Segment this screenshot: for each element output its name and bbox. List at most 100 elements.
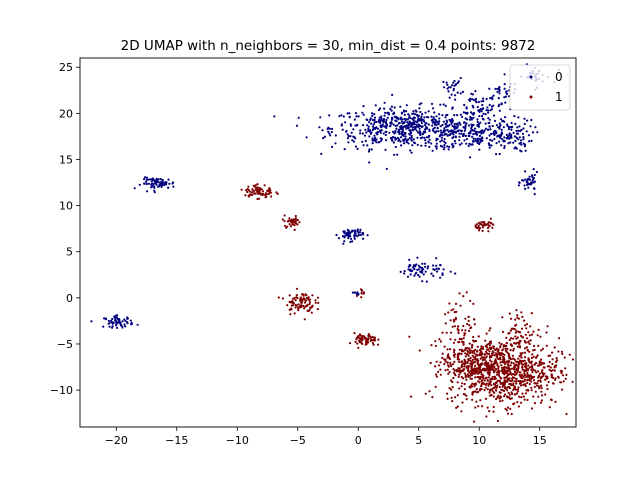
data-point xyxy=(432,116,435,119)
data-point xyxy=(145,176,148,179)
data-point xyxy=(153,189,156,192)
data-point xyxy=(460,375,463,379)
data-point xyxy=(477,405,480,408)
data-point xyxy=(473,323,476,326)
data-point xyxy=(523,184,526,187)
data-point xyxy=(523,379,526,383)
data-point xyxy=(491,139,494,142)
data-point xyxy=(456,327,459,331)
data-point xyxy=(475,223,478,226)
data-point xyxy=(275,191,278,194)
data-point xyxy=(430,272,433,275)
data-point xyxy=(437,267,440,270)
data-point xyxy=(478,131,482,134)
data-point xyxy=(328,132,331,135)
data-point xyxy=(436,120,439,123)
data-point xyxy=(454,338,457,341)
data-point xyxy=(250,191,254,194)
data-point xyxy=(484,122,487,125)
data-point xyxy=(371,335,374,338)
data-point xyxy=(497,87,500,90)
data-point xyxy=(357,115,360,118)
data-point xyxy=(329,134,332,137)
data-point xyxy=(150,180,153,183)
data-point xyxy=(362,144,365,147)
data-point xyxy=(484,369,487,372)
data-point xyxy=(431,129,435,132)
data-point xyxy=(479,375,482,378)
data-point xyxy=(468,348,471,351)
data-point xyxy=(415,113,419,117)
data-point xyxy=(356,147,359,150)
data-point xyxy=(434,340,437,343)
data-point xyxy=(452,368,455,371)
data-point xyxy=(478,115,481,118)
data-point xyxy=(445,123,448,126)
cluster-1-8 xyxy=(474,217,495,233)
data-point xyxy=(469,363,472,366)
data-point xyxy=(401,118,404,121)
data-point xyxy=(301,298,304,301)
data-point xyxy=(463,372,466,375)
data-point xyxy=(473,383,476,386)
data-point xyxy=(524,369,528,372)
data-point xyxy=(299,296,302,299)
data-point xyxy=(518,340,521,343)
data-point xyxy=(125,321,129,324)
data-point xyxy=(322,137,325,140)
data-point xyxy=(461,360,464,363)
data-point xyxy=(473,340,476,343)
data-point xyxy=(409,149,412,152)
data-point xyxy=(404,135,407,138)
data-point xyxy=(314,301,317,304)
data-point xyxy=(476,105,479,109)
data-point xyxy=(509,136,512,139)
data-point xyxy=(485,376,488,379)
data-point xyxy=(439,368,442,371)
data-point xyxy=(495,124,498,127)
data-point xyxy=(450,309,453,312)
data-point xyxy=(153,186,156,189)
data-point xyxy=(435,264,438,267)
data-point xyxy=(508,393,511,396)
data-point xyxy=(521,392,524,395)
data-point xyxy=(534,369,537,372)
data-point xyxy=(384,130,387,133)
data-point xyxy=(560,369,563,372)
data-point xyxy=(487,376,490,379)
data-point xyxy=(390,138,393,141)
data-point xyxy=(490,132,493,135)
data-point xyxy=(491,223,494,226)
data-point xyxy=(411,117,414,120)
data-point xyxy=(431,118,434,121)
data-point xyxy=(502,361,505,364)
y-tick-label: −10 xyxy=(50,384,73,397)
data-point xyxy=(414,126,417,129)
data-point xyxy=(422,273,425,276)
data-point xyxy=(412,266,415,269)
data-point xyxy=(452,81,455,84)
data-point xyxy=(446,134,449,137)
data-point xyxy=(353,291,356,294)
data-point xyxy=(441,123,444,127)
data-point xyxy=(492,345,495,348)
y-tick-label: −5 xyxy=(57,338,73,351)
data-point xyxy=(564,377,567,380)
data-point xyxy=(515,132,519,135)
data-point xyxy=(496,355,499,358)
data-point xyxy=(540,387,543,390)
data-point xyxy=(308,300,311,304)
data-point xyxy=(418,127,421,130)
data-point xyxy=(469,359,472,362)
data-point xyxy=(410,136,413,139)
data-point xyxy=(293,312,296,315)
data-point xyxy=(518,345,522,348)
data-point xyxy=(156,180,160,184)
data-point xyxy=(473,318,476,321)
data-point xyxy=(479,108,482,111)
data-point xyxy=(478,141,481,145)
data-point xyxy=(482,100,485,103)
data-point xyxy=(528,178,531,181)
data-point xyxy=(428,138,431,141)
